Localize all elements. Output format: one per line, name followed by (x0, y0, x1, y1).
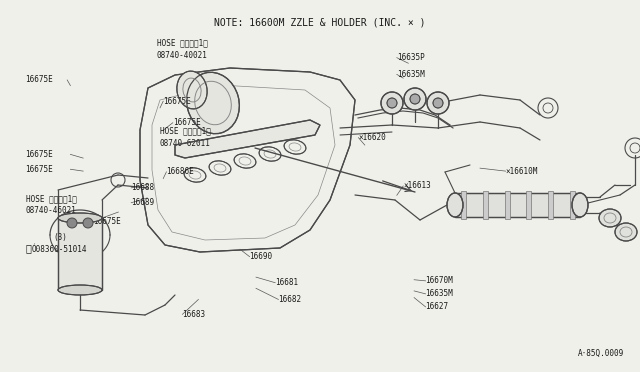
Text: 16688: 16688 (131, 183, 154, 192)
Polygon shape (175, 120, 320, 158)
Ellipse shape (615, 223, 637, 241)
Text: 08740-62011: 08740-62011 (160, 139, 211, 148)
Circle shape (67, 218, 77, 228)
Ellipse shape (58, 213, 102, 223)
Text: ×16610M: ×16610M (506, 167, 538, 176)
Text: 16675E: 16675E (93, 217, 120, 226)
Ellipse shape (572, 193, 588, 217)
Ellipse shape (447, 193, 463, 217)
Text: 16675E: 16675E (26, 150, 53, 159)
Ellipse shape (234, 154, 256, 168)
Text: HOSE ホース（1）: HOSE ホース（1） (157, 39, 207, 48)
Text: HOSE ホース（1）: HOSE ホース（1） (26, 195, 76, 203)
Text: Ó08360-51014: Ó08360-51014 (32, 245, 88, 254)
Text: Ⓢ: Ⓢ (26, 244, 31, 253)
Text: 16683: 16683 (182, 310, 205, 319)
Text: 16675E: 16675E (163, 97, 191, 106)
Text: ×16613: ×16613 (403, 182, 431, 190)
Text: 16675E: 16675E (26, 165, 53, 174)
Bar (455, 193, 580, 217)
Text: 16675E: 16675E (173, 118, 200, 127)
Ellipse shape (259, 147, 281, 161)
Text: 16670M: 16670M (426, 276, 453, 285)
Text: 08740-46021: 08740-46021 (26, 206, 76, 215)
Circle shape (387, 98, 397, 108)
Circle shape (404, 88, 426, 110)
Text: 08740-40021: 08740-40021 (157, 51, 207, 60)
Ellipse shape (209, 161, 231, 175)
Ellipse shape (177, 71, 207, 109)
Text: 16686E: 16686E (166, 167, 194, 176)
Text: 16689: 16689 (131, 198, 154, 207)
Ellipse shape (187, 72, 239, 134)
Text: 16675E: 16675E (26, 76, 53, 84)
Text: (3): (3) (53, 233, 67, 242)
Text: 16635M: 16635M (426, 289, 453, 298)
Bar (58, 218, 102, 290)
Ellipse shape (599, 209, 621, 227)
Bar (570, 191, 575, 219)
Polygon shape (140, 68, 355, 252)
Bar (455, 193, 580, 217)
Bar (58, 218, 102, 290)
Text: 16690: 16690 (250, 252, 273, 261)
Text: 16635P: 16635P (397, 53, 424, 62)
Text: A·85Q.0009: A·85Q.0009 (578, 349, 624, 358)
Ellipse shape (58, 285, 102, 295)
Circle shape (83, 218, 93, 228)
Text: ×16620: ×16620 (358, 133, 386, 142)
Bar (504, 191, 509, 219)
Circle shape (381, 92, 403, 114)
Ellipse shape (184, 168, 206, 182)
Circle shape (433, 98, 443, 108)
Circle shape (410, 94, 420, 104)
Circle shape (427, 92, 449, 114)
Text: NOTE: 16600M ZZLE & HOLDER (INC. × ): NOTE: 16600M ZZLE & HOLDER (INC. × ) (214, 18, 426, 28)
Bar (483, 191, 488, 219)
Text: 16627: 16627 (426, 302, 449, 311)
Text: 16635M: 16635M (397, 70, 424, 79)
Bar (548, 191, 553, 219)
Ellipse shape (284, 140, 306, 154)
Text: 16681: 16681 (275, 278, 298, 287)
Bar (461, 191, 466, 219)
Text: 16682: 16682 (278, 295, 301, 304)
Text: HOSE ホース（1）: HOSE ホース（1） (160, 127, 211, 136)
Bar (526, 191, 531, 219)
